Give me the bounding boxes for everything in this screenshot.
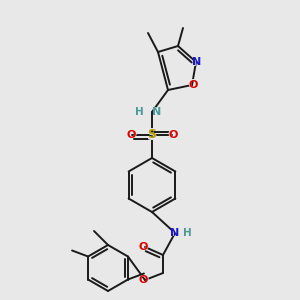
Text: S: S <box>148 128 157 142</box>
Text: N: N <box>170 228 180 238</box>
Text: N: N <box>169 226 181 239</box>
Text: N: N <box>192 57 202 67</box>
Text: O: O <box>137 241 148 254</box>
Text: O: O <box>168 130 178 140</box>
Text: H: H <box>135 107 143 117</box>
Text: O: O <box>138 275 148 285</box>
Text: S: S <box>147 128 157 142</box>
Text: O: O <box>138 242 148 252</box>
Text: H: H <box>183 228 191 238</box>
Text: O: O <box>167 128 178 142</box>
Text: H: H <box>134 106 144 118</box>
Text: O: O <box>188 80 198 90</box>
Text: N: N <box>152 106 163 118</box>
Text: O: O <box>125 128 136 142</box>
Text: O: O <box>137 274 148 286</box>
Text: N: N <box>191 56 203 68</box>
Text: H: H <box>182 226 192 239</box>
Text: O: O <box>188 79 199 92</box>
Text: N: N <box>152 107 162 117</box>
Text: O: O <box>126 130 136 140</box>
